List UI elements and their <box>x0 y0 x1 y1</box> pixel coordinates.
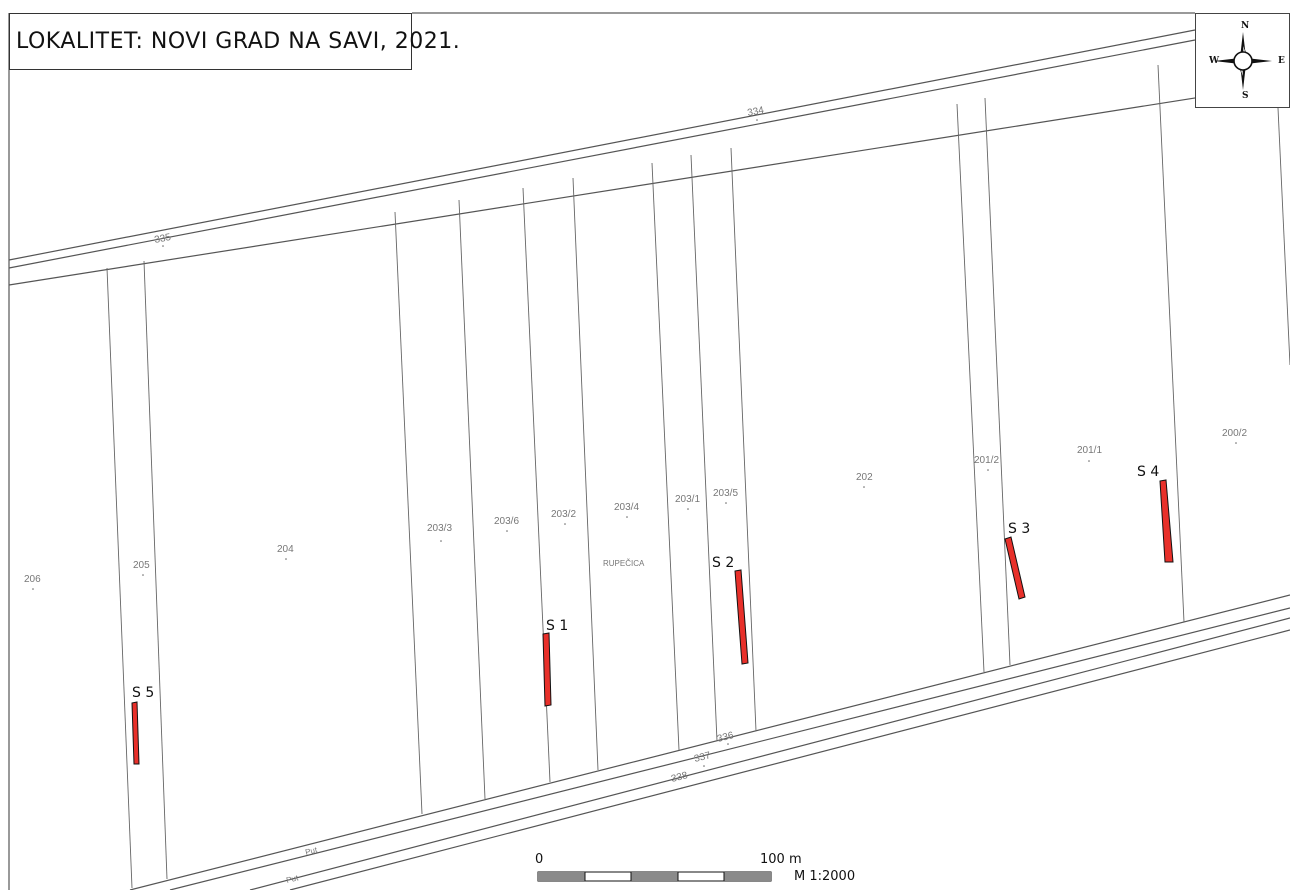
trench-label-s1: S 1 <box>546 618 568 634</box>
map-title: LOKALITET: NOVI GRAD NA SAVI, 2021. <box>9 13 460 70</box>
compass-s-label: S <box>1242 91 1249 101</box>
compass-e-label: E <box>1278 56 1285 66</box>
locality-label-rupecica: RUPEČICA <box>603 559 645 568</box>
trench-label-s5: S 5 <box>132 685 154 701</box>
scale-ratio-label: M 1:2000 <box>794 869 855 884</box>
scale-end-label: 100 m <box>760 852 802 867</box>
parcel-boundaries <box>106 64 1290 889</box>
parcel-label-201-1: 201/1 <box>1077 445 1102 456</box>
trench-label-s2: S 2 <box>712 555 734 571</box>
trench-s5 <box>131 701 140 765</box>
trench-s4 <box>1159 479 1174 563</box>
trench-s3 <box>1004 536 1026 600</box>
trench-s2 <box>734 569 749 665</box>
parcel-label-336: 336 <box>716 730 735 745</box>
parcel-label-203-6: 203/6 <box>494 516 519 527</box>
parcel-label-203-5: 203/5 <box>713 488 738 499</box>
parcel-label-201-2: 201/2 <box>974 455 999 466</box>
south-road-lines <box>129 594 1290 890</box>
parcel-label-335: 335 <box>153 232 172 246</box>
compass-w-label: W <box>1209 56 1220 66</box>
scale-start-label: 0 <box>535 852 543 867</box>
trench-labels: S 1 S 2 S 3 S 4 S 5 <box>132 464 1159 701</box>
parcel-label-203-1: 203/1 <box>675 494 700 505</box>
parcel-label-203-2: 203/2 <box>551 509 576 520</box>
parcel-label-338: 338 <box>670 770 689 785</box>
parcel-label-205: 205 <box>133 560 150 571</box>
north-road-lines <box>8 29 1290 286</box>
parcel-label-202: 202 <box>856 472 873 483</box>
trenches <box>131 479 1174 765</box>
map-title-text: LOKALITET: NOVI GRAD NA SAVI, 2021. <box>16 29 461 54</box>
trench-s1 <box>542 632 552 707</box>
road-label-put-1: Put <box>304 845 319 857</box>
trench-label-s3: S 3 <box>1008 521 1030 537</box>
parcel-label-203-4: 203/4 <box>614 502 639 513</box>
road-label-put-2: Put <box>285 873 300 885</box>
parcel-label-203-3: 203/3 <box>427 523 452 534</box>
parcel-label-200-2: 200/2 <box>1222 428 1247 439</box>
parcel-label-337: 337 <box>693 750 712 765</box>
compass-n-label: N <box>1241 21 1250 31</box>
parcel-label-204: 204 <box>277 544 294 555</box>
parcel-label-334: 334 <box>746 105 765 119</box>
compass-rose-icon <box>1214 32 1272 90</box>
trench-label-s4: S 4 <box>1137 464 1159 480</box>
compass-rose: N S W E <box>1195 13 1290 108</box>
parcel-label-206: 206 <box>24 574 41 585</box>
scale-bar: 0 100 m M 1:2000 <box>535 852 855 884</box>
parcel-labels: 334 335 336 337 338 206 205 204 203/3 20… <box>24 105 1247 885</box>
parcel-center-dots <box>32 119 1237 789</box>
